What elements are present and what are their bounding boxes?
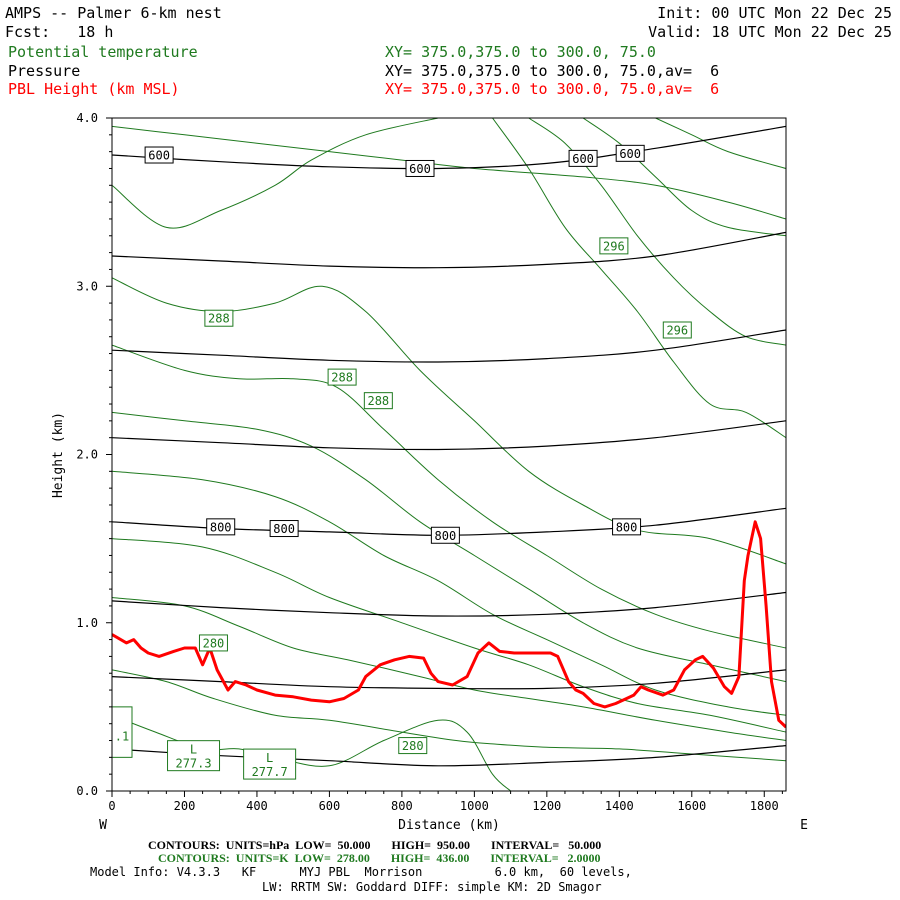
plot-frame <box>111 117 787 792</box>
pressure-label-3: 600 <box>615 144 645 162</box>
edge-label-text: .1 <box>115 730 129 744</box>
init-time: Init: 00 UTC Mon 22 Dec 25 <box>657 4 892 22</box>
y-tick-label-4: 4.0 <box>76 111 98 125</box>
y-tick-label-2: 2.0 <box>76 448 98 462</box>
theta-contour-3 <box>112 344 786 649</box>
low-value-1: 277.7 <box>252 765 288 779</box>
pressure-contour-650 <box>112 231 786 269</box>
legend-pressure-xy: XY= 375.0,375.0 to 300.0, 75.0,av= 6 <box>385 62 720 80</box>
x-tick-label-3: 600 <box>319 799 341 813</box>
theta-contour-1 <box>112 118 439 229</box>
east-label: E <box>800 818 808 833</box>
theta-label-0-text: 296 <box>603 239 625 253</box>
model-info-line1: Model Info: V4.3.3 KF MYJ PBL Morrison 6… <box>90 865 632 879</box>
theta-label-5: 280 <box>198 634 228 652</box>
theta-contour-5 <box>112 470 786 716</box>
pressure-label-6-text: 800 <box>435 529 457 543</box>
west-label: W <box>99 818 107 833</box>
x-tick-label-2: 400 <box>246 799 268 813</box>
theta-label-1-text: 296 <box>666 323 688 337</box>
theta-contour-12 <box>582 118 786 237</box>
theta-label-0: 296 <box>599 237 629 255</box>
pressure-label-1: 600 <box>405 159 435 177</box>
pbl-height-line <box>112 520 786 729</box>
low-value-0: 277.3 <box>175 757 211 771</box>
theta-contour-8 <box>112 669 786 762</box>
pressure-contour-850 <box>112 591 786 617</box>
theta-label-3: 288 <box>327 368 357 386</box>
pressure-contour-info: CONTOURS: UNITS=hPa LOW= 50.000 HIGH= 95… <box>148 838 602 852</box>
legend-theta-xy: XY= 375.0,375.0 to 300.0, 75.0 <box>385 43 656 61</box>
pressure-contour-600 <box>112 125 786 170</box>
theta-contour-10 <box>528 118 786 346</box>
pressure-label-4: 800 <box>206 518 236 536</box>
edge-label: .1 <box>111 706 133 758</box>
legend-pbl-xy: XY= 375.0,375.0 to 300.0, 75.0,av= 6 <box>385 80 720 98</box>
y-tick-label-0: 0.0 <box>76 784 98 798</box>
x-tick-label-5: 1000 <box>460 799 489 813</box>
pressure-label-6: 800 <box>430 526 460 544</box>
model-info-line2: LW: RRTM SW: Goddard DIFF: simple KM: 2D… <box>262 880 602 894</box>
pressure-label-2: 600 <box>568 149 598 167</box>
theta-label-6: 280 <box>398 737 428 755</box>
pressure-label-7-text: 800 <box>616 520 638 534</box>
theta-contour-info: CONTOURS: UNITS=K LOW= 278.00 HIGH= 436.… <box>158 851 601 865</box>
theta-label-3-text: 288 <box>331 371 353 385</box>
theta-contour-13 <box>655 118 786 169</box>
cross-section-chart: 600 600 600 600 800 800 800 800 296 296 288 288 288 2… <box>51 111 808 833</box>
theta-label-4: 288 <box>363 392 393 410</box>
pressure-label-7: 800 <box>612 518 642 536</box>
pressure-contour-950 <box>112 745 786 767</box>
legend-pbl-label: PBL Height (km MSL) <box>8 80 180 98</box>
theta-contour-0 <box>112 125 786 220</box>
x-tick-label-6: 1200 <box>532 799 561 813</box>
valid-time: Valid: 18 UTC Mon 22 Dec 25 <box>648 23 892 41</box>
x-tick-label-4: 800 <box>391 799 413 813</box>
pressure-label-4-text: 800 <box>210 520 232 534</box>
pressure-label-0: 600 <box>144 146 174 164</box>
pressure-contour-900 <box>112 669 786 690</box>
low-mark-0: L <box>190 743 197 757</box>
y-axis-label: Height (km) <box>51 412 66 498</box>
x-tick-label-1: 200 <box>174 799 196 813</box>
pressure-label-1-text: 600 <box>409 162 431 176</box>
y-tick-label-3: 3.0 <box>76 279 98 293</box>
theta-label-6-text: 280 <box>402 739 424 753</box>
theta-label-2: 288 <box>204 309 234 327</box>
x-tick-label-7: 1400 <box>605 799 634 813</box>
theta-label-2-text: 288 <box>208 312 230 326</box>
pressure-contour-700 <box>112 329 786 363</box>
pressure-contour-750 <box>112 420 786 451</box>
theta-label-4-text: 288 <box>367 394 389 408</box>
theta-contour-6 <box>112 538 786 733</box>
pressure-label-0-text: 600 <box>148 149 170 163</box>
x-tick-label-8: 1600 <box>677 799 706 813</box>
legend-theta-label: Potential temperature <box>8 43 198 61</box>
theta-label-5-text: 280 <box>203 636 225 650</box>
x-axis-label: Distance (km) <box>398 818 500 833</box>
pressure-label-5-text: 800 <box>273 522 295 536</box>
x-tick-label-9: 1800 <box>750 799 779 813</box>
x-tick-label-0: 0 <box>108 799 115 813</box>
chart-title: AMPS -- Palmer 6-km nest <box>5 4 222 22</box>
pressure-label-5: 800 <box>269 520 299 538</box>
y-tick-label-1: 1.0 <box>76 616 98 630</box>
forecast-hour: Fcst: 18 h <box>5 23 114 41</box>
legend-pressure-label: Pressure <box>8 62 81 80</box>
theta-label-1: 296 <box>662 321 692 339</box>
pressure-label-3-text: 600 <box>619 147 641 161</box>
theta-contour-11 <box>492 118 786 439</box>
low-mark-1: L <box>266 751 273 765</box>
pressure-label-2-text: 600 <box>572 152 594 166</box>
